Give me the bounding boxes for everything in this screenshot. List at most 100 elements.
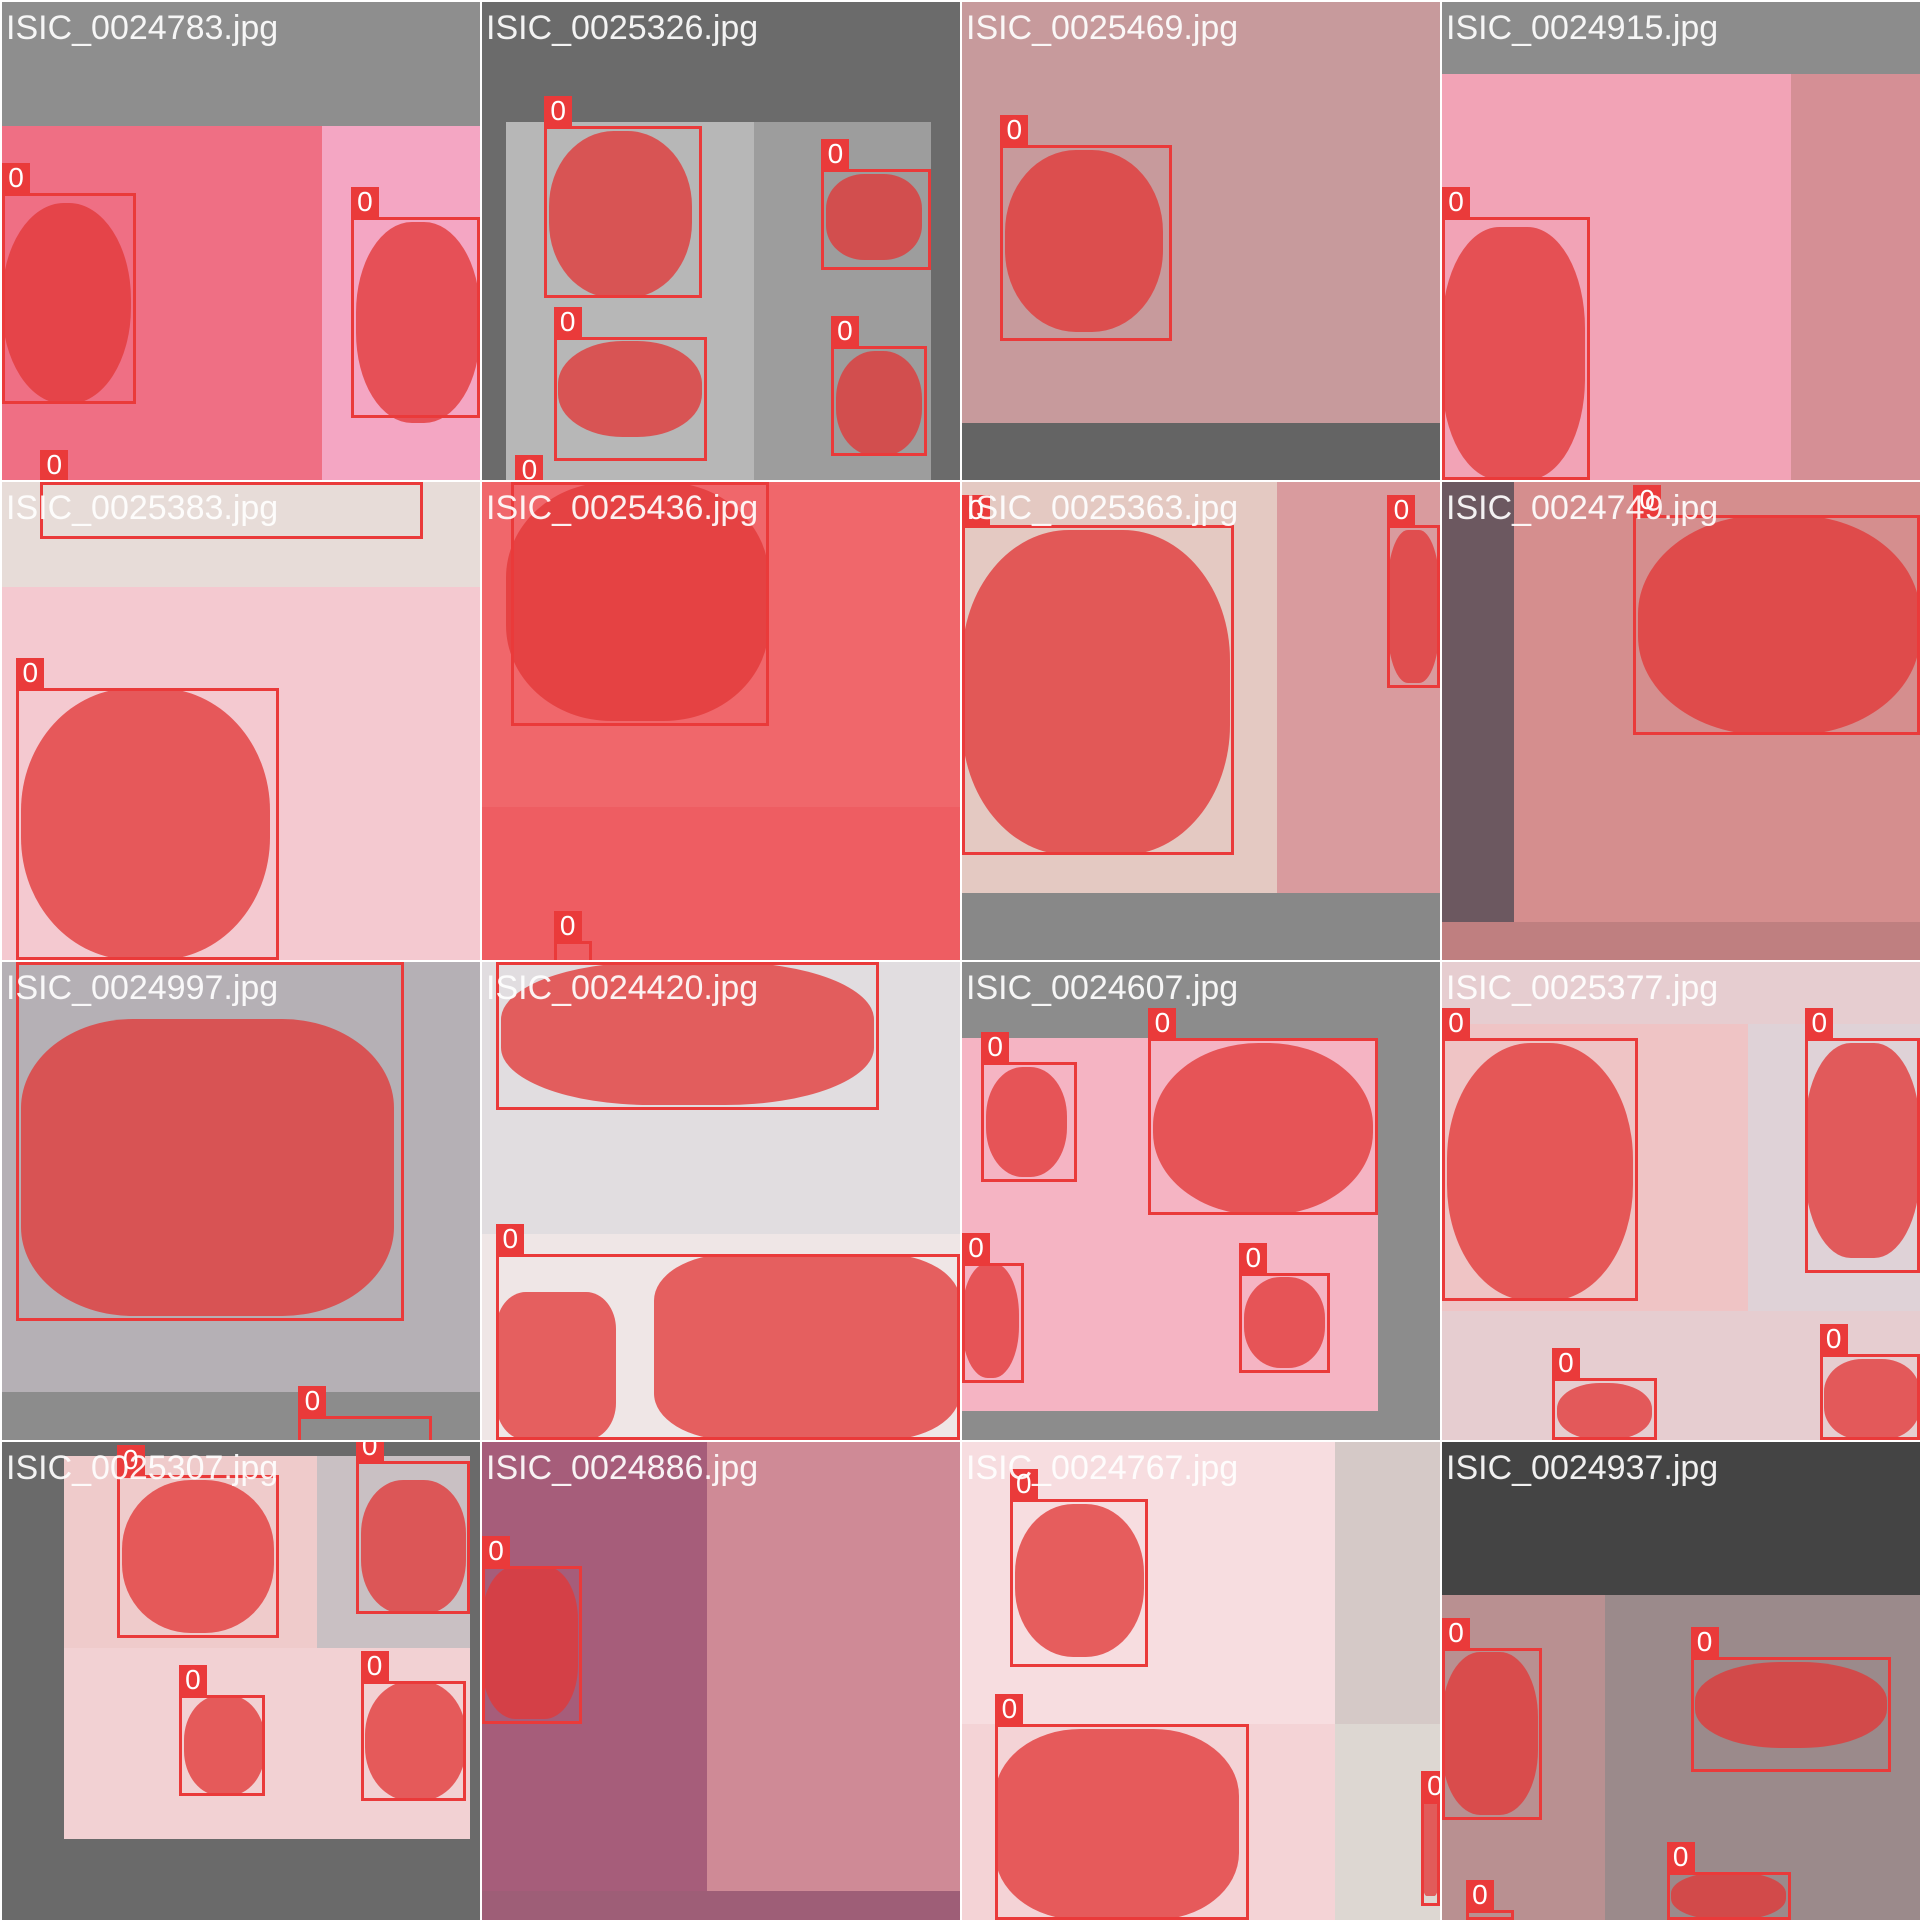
lesion-mask — [183, 1695, 265, 1796]
mosaic-tile: 0 ISIC_0024749.jpg — [1442, 482, 1920, 960]
mosaic-tile: 0 0 0 0 ISIC_0025307.jpg — [2, 1442, 480, 1920]
detection-box: 0 — [1666, 1842, 1791, 1920]
detection-box: 0 — [350, 187, 480, 418]
class-label: 0 — [1442, 187, 1470, 218]
detection-box: 0 — [1148, 1008, 1378, 1216]
class-label: 0 — [16, 657, 45, 688]
lesion-mask — [1005, 150, 1163, 332]
class-label: 0 — [1442, 1617, 1470, 1648]
lesion-mask — [496, 1291, 616, 1440]
lesion-mask — [1671, 1872, 1787, 1920]
detection-box: 0 — [2, 163, 136, 404]
class-label: 0 — [830, 316, 859, 347]
skin-image-region — [1334, 1442, 1440, 1725]
detection-box: 0 — [1420, 1770, 1440, 1906]
image-filename: ISIC_0025326.jpg — [486, 9, 759, 47]
class-label: 0 — [360, 1651, 389, 1681]
lesion-mask — [835, 350, 922, 457]
mosaic-tile: 0 0 0 0 ISIC_0025377.jpg — [1442, 962, 1920, 1440]
detection-box: 0 — [830, 316, 927, 457]
detection-box: 0 — [1690, 1627, 1892, 1772]
lesion-mask — [995, 1728, 1240, 1920]
lesion-mask — [1446, 1043, 1634, 1302]
detection-box: 0 — [1239, 1242, 1331, 1374]
detection-box: 0 — [16, 962, 404, 1321]
class-label: 0 — [515, 454, 544, 480]
image-filename: ISIC_0025436.jpg — [486, 489, 759, 527]
class-label: 0 — [1805, 1008, 1834, 1039]
image-filename: ISIC_0024886.jpg — [486, 1449, 759, 1487]
detection-box: 0 — [355, 1442, 471, 1615]
detection-box: 0 — [1387, 495, 1440, 688]
detection-box: 0 — [40, 482, 423, 540]
detection-box: 0 — [981, 1032, 1077, 1182]
lesion-mask — [1695, 1661, 1887, 1748]
class-label: 0 — [553, 306, 582, 337]
skin-image-region — [706, 1442, 960, 1892]
class-label: 0 — [1666, 1842, 1695, 1873]
lesion-mask — [985, 1067, 1068, 1178]
detection-box: 0 — [1465, 1880, 1514, 1920]
lesion-mask — [21, 687, 270, 960]
image-filename: ISIC_0025469.jpg — [966, 9, 1239, 47]
detection-box: 0 — [1442, 1617, 1543, 1820]
lesion-mask — [501, 962, 874, 1106]
detection-box: 0 — [962, 495, 1235, 855]
detection-box: 0 — [1009, 1469, 1149, 1667]
lesion-mask — [1387, 529, 1440, 683]
mosaic-tile: 0 0 0 0 ISIC_0024937.jpg — [1442, 1442, 1920, 1920]
image-filename: ISIC_0025377.jpg — [1446, 969, 1719, 1007]
detection-box: 0 — [1442, 187, 1591, 480]
detection-box: 0 — [1000, 115, 1173, 342]
detection-box: 0 — [1442, 1008, 1638, 1302]
lesion-mask — [1442, 1652, 1538, 1815]
class-label: 0 — [1819, 1323, 1848, 1354]
class-label: 0 — [40, 450, 69, 480]
lesion-mask — [1805, 1043, 1920, 1259]
class-label: 0 — [496, 1223, 525, 1254]
skin-image-region — [1604, 1594, 1920, 1920]
mosaic-tile: 0 ISIC_0024886.jpg — [482, 1442, 960, 1920]
image-filename: ISIC_0024420.jpg — [486, 969, 759, 1007]
mosaic-tile: 0 ISIC_0024915.jpg — [1442, 2, 1920, 480]
class-label: 0 — [1690, 1627, 1719, 1658]
class-label: 0 — [178, 1665, 207, 1696]
image-filename: ISIC_0024607.jpg — [966, 969, 1239, 1007]
detection-box: 0 — [544, 96, 702, 299]
class-label: 0 — [1148, 1008, 1177, 1039]
image-filename: ISIC_0024749.jpg — [1446, 489, 1719, 527]
class-label: 0 — [1420, 1770, 1440, 1801]
detection-box: 0 — [360, 1651, 466, 1801]
mosaic-tile: 0 0 0 0 0 ISIC_0025326.jpg — [482, 2, 960, 480]
class-label: 0 — [1442, 1008, 1470, 1039]
lesion-mask — [558, 341, 702, 437]
mosaic-tile: 0 0 ISIC_0025363.jpg — [962, 482, 1440, 960]
class-label: 0 — [981, 1032, 1010, 1063]
lesion-mask — [1153, 1043, 1374, 1216]
detection-box: 0 — [1819, 1323, 1920, 1440]
detection-box: 0 — [16, 657, 280, 960]
class-label: 0 — [355, 1442, 384, 1462]
detection-box: 0 — [482, 1536, 583, 1724]
image-filename: ISIC_0024997.jpg — [6, 969, 279, 1007]
lesion-mask — [1442, 226, 1586, 480]
detection-box: 0 — [496, 962, 879, 1111]
detection-box: 0 — [298, 1386, 433, 1440]
lesion-mask — [505, 482, 769, 721]
image-filename: ISIC_0025383.jpg — [6, 489, 279, 527]
class-label: 0 — [1465, 1880, 1494, 1911]
detection-box: 0 — [553, 910, 592, 960]
image-filename: ISIC_0025363.jpg — [966, 489, 1239, 527]
class-label: 0 — [553, 910, 582, 941]
detection-box: 0 — [510, 482, 769, 726]
class-label: 0 — [995, 1694, 1024, 1725]
detection-box: 0 — [496, 1223, 960, 1440]
lesion-mask — [548, 131, 693, 299]
mosaic-tile: 0 0 0 ISIC_0024783.jpg — [2, 2, 480, 480]
class-label: 0 — [962, 1233, 990, 1264]
